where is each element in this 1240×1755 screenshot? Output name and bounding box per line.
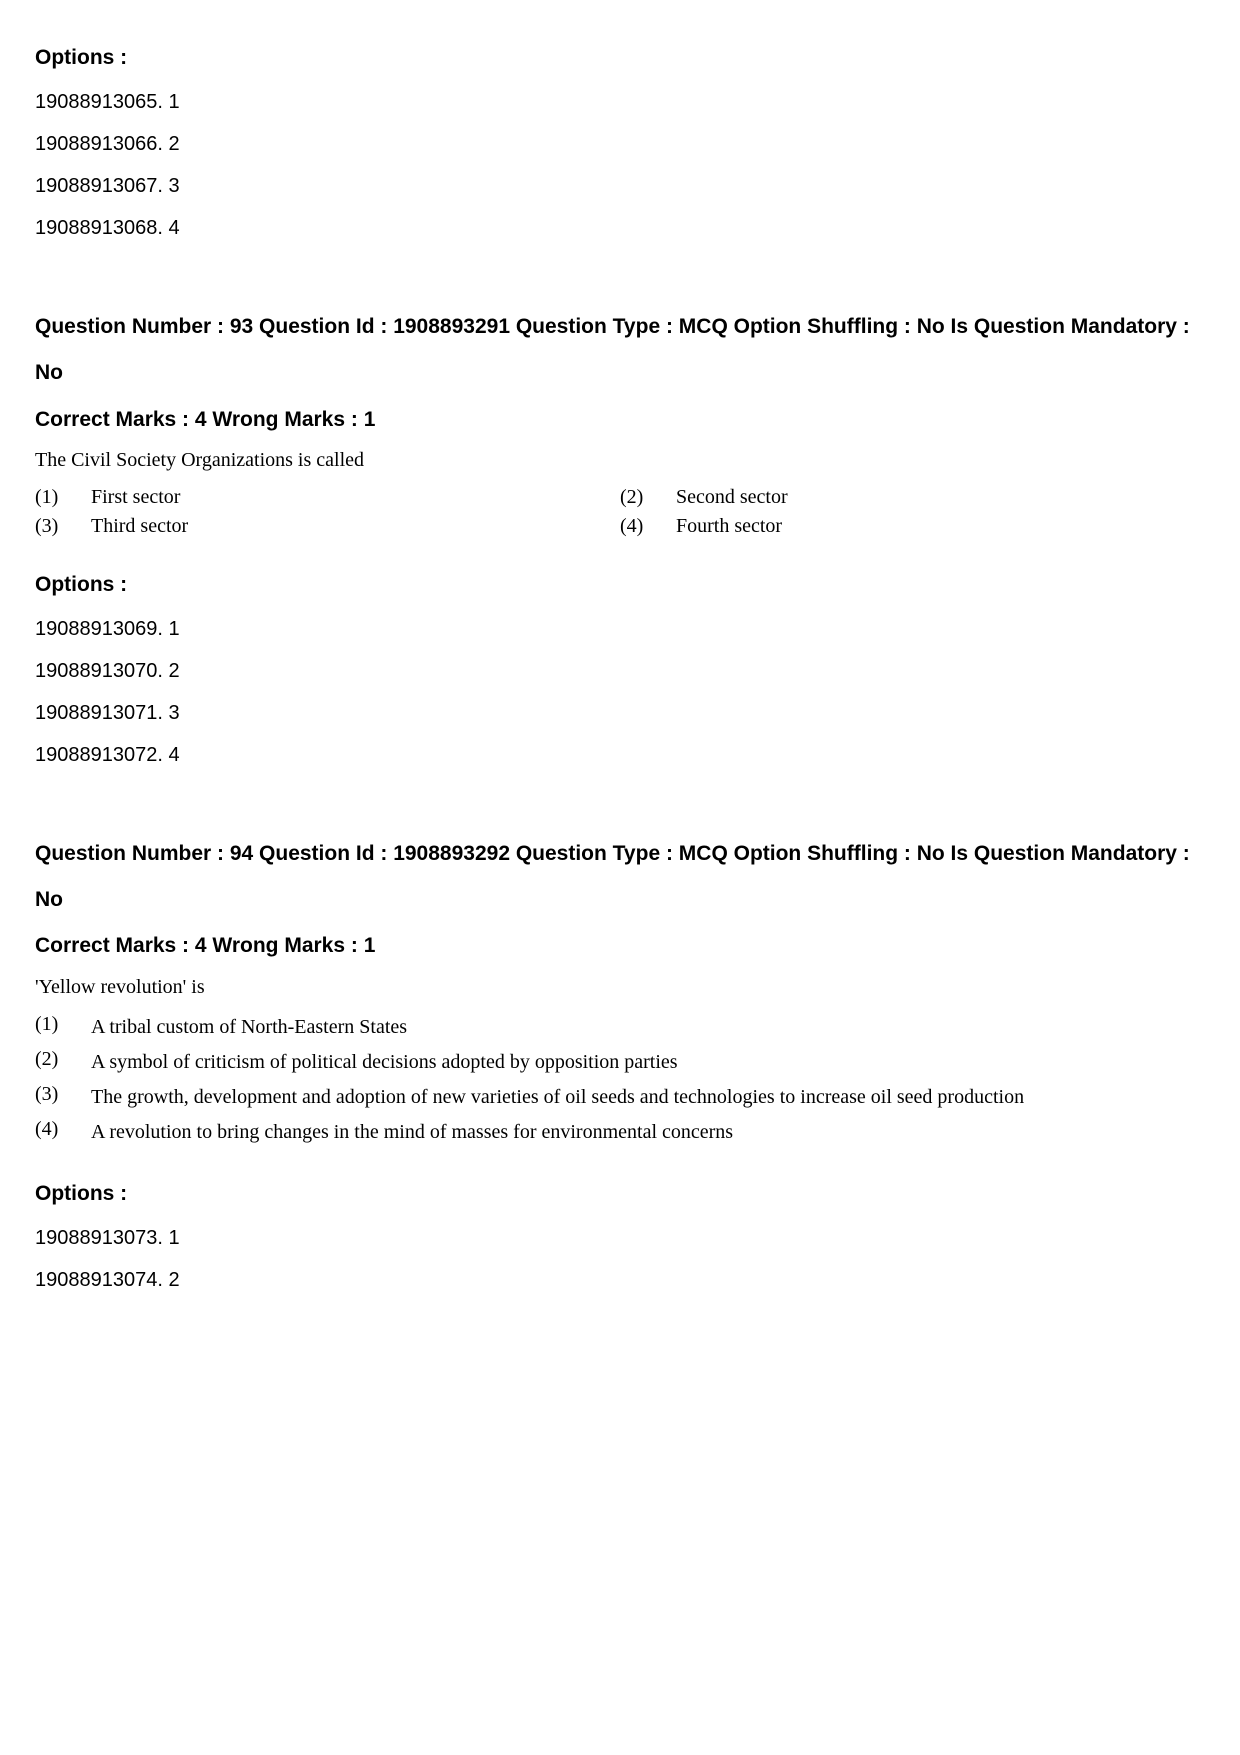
choice-row: (3) Third sector (4) Fourth sector <box>35 515 1205 538</box>
choice-text: A tribal custom of North-Eastern States <box>91 1013 1205 1042</box>
choice-number: (3) <box>35 1083 91 1112</box>
option-num: 1 <box>168 91 179 113</box>
choice-number: (4) <box>35 1118 91 1147</box>
choice-text: A revolution to bring changes in the min… <box>91 1118 1205 1147</box>
option-num: 2 <box>168 660 179 682</box>
option-id: 19088913074. <box>35 1269 163 1291</box>
question-marks: Correct Marks : 4 Wrong Marks : 1 <box>35 397 1205 443</box>
option-num: 2 <box>168 133 179 155</box>
question-text: The Civil Society Organizations is calle… <box>35 449 1205 472</box>
options-label: Options : <box>35 562 1205 608</box>
option-num: 4 <box>168 217 179 239</box>
option-id: 19088913066. <box>35 133 163 155</box>
choice-text: Fourth sector <box>676 515 1205 538</box>
choice-text: The growth, development and adoption of … <box>91 1083 1205 1112</box>
choice-text: A symbol of criticism of political decis… <box>91 1048 1205 1077</box>
option-num: 3 <box>168 175 179 197</box>
choice-text: Third sector <box>91 515 620 538</box>
options-block-q94: Options : 19088913073. 1 19088913074. 2 <box>35 1171 1205 1301</box>
choice-row: (1) A tribal custom of North-Eastern Sta… <box>35 1013 1205 1042</box>
choice-row: (2) A symbol of criticism of political d… <box>35 1048 1205 1077</box>
option-row: 19088913070. 2 <box>35 650 1205 692</box>
option-id: 19088913068. <box>35 217 163 239</box>
option-row: 19088913066. 2 <box>35 123 1205 165</box>
choice-text: First sector <box>91 486 620 509</box>
option-row: 19088913073. 1 <box>35 1217 1205 1259</box>
option-num: 3 <box>168 702 179 724</box>
choice-row: (1) First sector (2) Second sector <box>35 486 1205 509</box>
choice-text: Second sector <box>676 486 1205 509</box>
option-id: 19088913072. <box>35 744 163 766</box>
option-id: 19088913065. <box>35 91 163 113</box>
choice-number: (2) <box>35 1048 91 1077</box>
question-text: 'Yellow revolution' is <box>35 976 1205 999</box>
choice-row: (4) A revolution to bring changes in the… <box>35 1118 1205 1147</box>
option-num: 4 <box>168 744 179 766</box>
options-block-q93: Options : 19088913069. 1 19088913070. 2 … <box>35 562 1205 776</box>
option-row: 19088913069. 1 <box>35 608 1205 650</box>
option-num: 1 <box>168 1227 179 1249</box>
option-id: 19088913073. <box>35 1227 163 1249</box>
option-num: 2 <box>168 1269 179 1291</box>
question-meta: Question Number : 94 Question Id : 19088… <box>35 831 1205 923</box>
option-id: 19088913070. <box>35 660 163 682</box>
options-label: Options : <box>35 35 1205 81</box>
choice-number: (1) <box>35 486 91 509</box>
choice-number: (1) <box>35 1013 91 1042</box>
choice-cell: (3) Third sector <box>35 515 620 538</box>
choice-number: (4) <box>620 515 676 538</box>
option-row: 19088913065. 1 <box>35 81 1205 123</box>
choice-cell: (2) Second sector <box>620 486 1205 509</box>
options-block-prev: Options : 19088913065. 1 19088913066. 2 … <box>35 35 1205 249</box>
choices-list: (1) A tribal custom of North-Eastern Sta… <box>35 1013 1205 1147</box>
question-marks: Correct Marks : 4 Wrong Marks : 1 <box>35 923 1205 969</box>
option-row: 19088913068. 4 <box>35 207 1205 249</box>
option-row: 19088913074. 2 <box>35 1259 1205 1301</box>
option-id: 19088913067. <box>35 175 163 197</box>
question-94: Question Number : 94 Question Id : 19088… <box>35 831 1205 1301</box>
option-id: 19088913069. <box>35 618 163 640</box>
option-row: 19088913071. 3 <box>35 692 1205 734</box>
choices-grid: (1) First sector (2) Second sector (3) T… <box>35 486 1205 538</box>
option-row: 19088913072. 4 <box>35 734 1205 776</box>
choice-row: (3) The growth, development and adoption… <box>35 1083 1205 1112</box>
option-row: 19088913067. 3 <box>35 165 1205 207</box>
choice-cell: (4) Fourth sector <box>620 515 1205 538</box>
choice-number: (3) <box>35 515 91 538</box>
option-num: 1 <box>168 618 179 640</box>
question-meta: Question Number : 93 Question Id : 19088… <box>35 304 1205 396</box>
choice-number: (2) <box>620 486 676 509</box>
option-id: 19088913071. <box>35 702 163 724</box>
options-label: Options : <box>35 1171 1205 1217</box>
choice-cell: (1) First sector <box>35 486 620 509</box>
question-93: Question Number : 93 Question Id : 19088… <box>35 304 1205 776</box>
